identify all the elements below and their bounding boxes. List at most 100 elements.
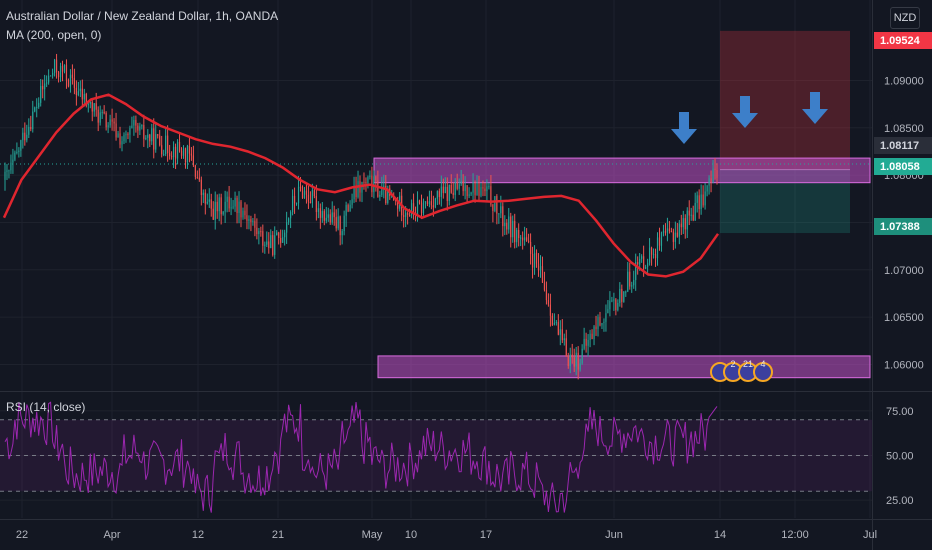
candle bbox=[357, 170, 359, 199]
candle bbox=[135, 115, 137, 133]
candle-body bbox=[220, 197, 222, 215]
candle-body bbox=[583, 338, 585, 349]
candle-body bbox=[379, 194, 381, 197]
candle bbox=[591, 329, 593, 340]
candle bbox=[192, 145, 195, 168]
candle-body bbox=[51, 72, 54, 76]
candle bbox=[176, 139, 179, 165]
candle bbox=[599, 311, 601, 327]
candle-body bbox=[331, 212, 333, 223]
candle-body bbox=[105, 112, 107, 128]
candle bbox=[226, 191, 228, 213]
candle-body bbox=[129, 127, 131, 135]
candle bbox=[355, 176, 357, 203]
candle-body bbox=[10, 162, 12, 171]
candle-body bbox=[407, 212, 409, 216]
candle-body bbox=[230, 207, 232, 209]
candle-body bbox=[184, 148, 187, 163]
candle-body bbox=[95, 103, 97, 110]
currency-badge[interactable]: NZD bbox=[890, 7, 920, 29]
candle bbox=[206, 193, 208, 205]
candle-body bbox=[4, 171, 6, 180]
candle bbox=[240, 200, 242, 228]
candle-body bbox=[165, 135, 167, 155]
rsi-legend[interactable]: RSI (14, close) bbox=[6, 400, 86, 414]
candle-body bbox=[186, 146, 189, 163]
candle-body bbox=[678, 223, 680, 237]
candle bbox=[537, 253, 540, 277]
candle-body bbox=[85, 93, 87, 106]
candle bbox=[474, 180, 476, 203]
candle-body bbox=[680, 223, 682, 228]
candle-body bbox=[627, 271, 629, 292]
candle bbox=[234, 191, 236, 212]
candle bbox=[448, 184, 450, 206]
candle bbox=[301, 185, 304, 199]
candle bbox=[587, 334, 589, 357]
candle bbox=[272, 231, 274, 257]
candle bbox=[6, 164, 8, 181]
candle-body bbox=[194, 165, 196, 177]
candle-body bbox=[143, 125, 145, 139]
candle-body bbox=[605, 313, 607, 322]
candle bbox=[127, 132, 129, 140]
rsi-tick-label: 25.00 bbox=[886, 495, 914, 507]
candle-body bbox=[613, 299, 615, 301]
candle-body bbox=[163, 154, 165, 156]
candle bbox=[716, 163, 718, 185]
candle-body bbox=[81, 88, 83, 100]
candle-body bbox=[341, 231, 343, 236]
candle bbox=[268, 232, 270, 254]
candle bbox=[601, 322, 603, 330]
candle-body bbox=[48, 75, 50, 83]
candle bbox=[480, 182, 482, 198]
candle-body bbox=[289, 212, 292, 219]
candle bbox=[551, 313, 553, 326]
price-tick-label: 1.06500 bbox=[884, 312, 924, 324]
candle-body bbox=[672, 231, 674, 242]
candle-body bbox=[69, 74, 72, 87]
candle-body bbox=[535, 252, 538, 264]
candle bbox=[498, 213, 500, 224]
candle-body bbox=[555, 322, 557, 324]
candle bbox=[293, 187, 296, 214]
candle-body bbox=[444, 186, 446, 194]
candle bbox=[180, 147, 183, 159]
candle-body bbox=[319, 208, 321, 218]
candle bbox=[593, 325, 595, 346]
ma-legend[interactable]: MA (200, open, 0) bbox=[6, 28, 102, 42]
candle bbox=[4, 162, 6, 191]
candle-body bbox=[428, 201, 431, 205]
candle-body bbox=[236, 197, 238, 214]
candle-body bbox=[89, 101, 91, 104]
candle-body bbox=[305, 190, 308, 195]
candle-body bbox=[686, 210, 688, 230]
down-arrow-icon bbox=[671, 112, 697, 144]
candle bbox=[508, 208, 510, 234]
candle bbox=[97, 106, 99, 132]
candle bbox=[654, 248, 657, 267]
candle-body bbox=[674, 232, 676, 242]
entry-price-tag: 1.08058 bbox=[874, 158, 932, 175]
candle-body bbox=[611, 300, 613, 302]
candle-body bbox=[452, 192, 454, 195]
candle bbox=[163, 149, 165, 157]
candle-body bbox=[565, 338, 567, 357]
candle bbox=[561, 319, 563, 344]
candle-body bbox=[153, 128, 155, 150]
candle-body bbox=[111, 119, 113, 122]
candle bbox=[436, 190, 438, 205]
candle bbox=[65, 59, 68, 89]
candle-body bbox=[601, 322, 603, 326]
candle-body bbox=[119, 133, 121, 145]
candle bbox=[145, 135, 147, 141]
candle-body bbox=[63, 64, 66, 72]
candle-body bbox=[335, 217, 337, 229]
candle-body bbox=[202, 192, 204, 195]
candle bbox=[331, 201, 333, 225]
candle bbox=[571, 343, 573, 364]
symbol-legend[interactable]: Australian Dollar / New Zealand Dollar, … bbox=[6, 9, 279, 23]
candle-body bbox=[55, 59, 58, 73]
candle bbox=[174, 143, 177, 170]
